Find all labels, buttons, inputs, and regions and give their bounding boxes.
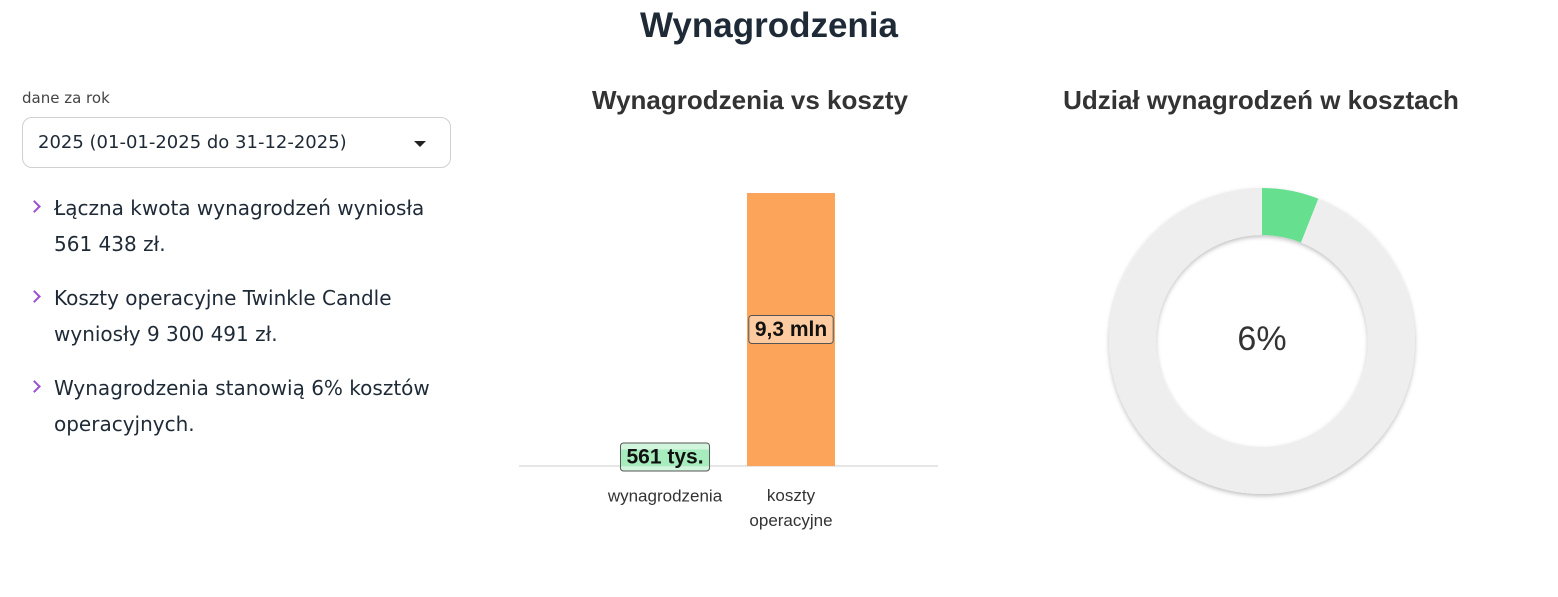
donut-slice — [1109, 188, 1415, 495]
value-label-box — [748, 315, 834, 344]
summary-item: Łączna kwota wynagrodzeń wyniosła 561 43… — [22, 190, 462, 262]
chart-title: Udział wynagrodzeń w kosztach — [1063, 85, 1459, 115]
page-title: Wynagrodzenia — [639, 6, 898, 45]
value-label-bg — [620, 443, 710, 471]
chart-title: Wynagrodzenia vs koszty — [592, 85, 908, 115]
summary-item: Wynagrodzenia stanowią 6% kosztów operac… — [22, 370, 462, 442]
value-label: 9,3 mln — [748, 315, 834, 344]
value-label: 561 tys. — [619, 442, 711, 472]
donut-slice — [1262, 188, 1319, 243]
summary-item: Koszty operacyjne Twinkle Candle wyniosł… — [22, 280, 462, 352]
center-label: 6% — [1237, 320, 1286, 358]
donut — [1109, 188, 1415, 495]
value-label-bg — [748, 315, 834, 344]
filter-label: dane za rok — [22, 89, 110, 107]
year-select[interactable]: 2025 (01-01-2025 do 31-12-2025) — [22, 117, 451, 168]
value-label-box — [619, 442, 711, 472]
select-value: 2025 (01-01-2025 do 31-12-2025) — [38, 132, 347, 153]
select-arrow — [414, 141, 426, 147]
summary-list: Łączna kwota wynagrodzeń wyniosła 561 43… — [22, 190, 462, 460]
value-label-text: 561 tys. — [626, 446, 703, 469]
category-label: wynagrodzenia — [607, 486, 723, 505]
category-label: koszty operacyjne — [749, 486, 832, 530]
value-label-text: 9,3 mln — [755, 318, 827, 341]
